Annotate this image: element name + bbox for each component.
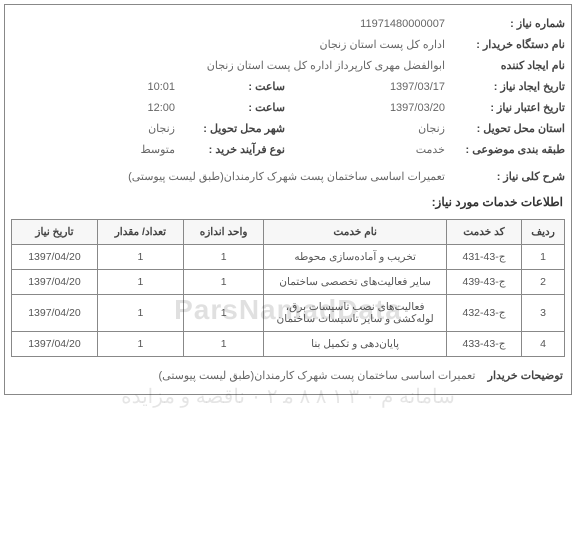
value-create-time: 10:01 <box>105 81 175 93</box>
row-req-no: شماره نیاز : 11971480000007 <box>11 13 565 34</box>
th-idx: ردیف <box>522 220 565 245</box>
th-date: تاریخ نیاز <box>12 220 98 245</box>
cell-qty: 1 <box>97 295 183 332</box>
th-qty: تعداد/ مقدار <box>97 220 183 245</box>
services-table: ردیف کد خدمت نام خدمت واحد اندازه تعداد/… <box>11 219 565 357</box>
cell-code: ج-43-439 <box>446 270 521 295</box>
value-buyer-notes: تعمیرات اساسی ساختمان پست شهرک کارمندان(… <box>158 370 475 382</box>
cell-date: 1397/04/20 <box>12 332 98 357</box>
value-buyer: اداره کل پست استان زنجان <box>11 38 445 51</box>
label-city: شهر محل تحویل : <box>175 122 285 135</box>
section-title-services: اطلاعات خدمات مورد نیاز: <box>11 187 565 219</box>
value-desc: تعمیرات اساسی ساختمان پست شهرک کارمندان(… <box>11 170 445 183</box>
cell-name: پایان‌دهی و تکمیل بنا <box>264 332 447 357</box>
cell-date: 1397/04/20 <box>12 295 98 332</box>
cell-idx: 4 <box>522 332 565 357</box>
table-row: 4ج-43-433پایان‌دهی و تکمیل بنا111397/04/… <box>12 332 565 357</box>
table-row: 3ج-43-432فعالیت‌های نصب تاسیسات برق، لول… <box>12 295 565 332</box>
cell-qty: 1 <box>97 332 183 357</box>
th-name: نام خدمت <box>264 220 447 245</box>
label-create-date: تاریخ ایجاد نیاز : <box>445 80 565 93</box>
row-desc: شرح کلی نیاز : تعمیرات اساسی ساختمان پست… <box>11 160 565 187</box>
cell-code: ج-43-433 <box>446 332 521 357</box>
cell-unit: 1 <box>183 332 264 357</box>
row-valid-date: تاریخ اعتبار نیاز : 1397/03/20 ساعت : 12… <box>11 97 565 118</box>
row-creator: نام ایجاد کننده ابوالفضل مهری کارپرداز ا… <box>11 55 565 76</box>
label-desc: شرح کلی نیاز : <box>445 170 565 183</box>
th-unit: واحد اندازه <box>183 220 264 245</box>
cell-name: تخریب و آماده‌سازی محوطه <box>264 245 447 270</box>
value-province: زنجان <box>285 122 445 135</box>
cell-idx: 2 <box>522 270 565 295</box>
table-header-row: ردیف کد خدمت نام خدمت واحد اندازه تعداد/… <box>12 220 565 245</box>
cell-code: ج-43-431 <box>446 245 521 270</box>
label-buyer: نام دستگاه خریدار : <box>445 38 565 51</box>
cell-unit: 1 <box>183 245 264 270</box>
cell-name: فعالیت‌های نصب تاسیسات برق، لوله‌کشی و س… <box>264 295 447 332</box>
value-creator: ابوالفضل مهری کارپرداز اداره کل پست استا… <box>11 59 445 72</box>
label-valid-date: تاریخ اعتبار نیاز : <box>445 101 565 114</box>
label-buyer-notes: توضیحات خریدار <box>488 370 563 382</box>
label-req-no: شماره نیاز : <box>445 17 565 30</box>
label-province: استان محل تحویل : <box>445 122 565 135</box>
row-subject: طبقه بندی موضوعی : خدمت نوع فرآیند خرید … <box>11 139 565 160</box>
value-subject: خدمت <box>285 143 445 156</box>
table-row: 2ج-43-439سایر فعالیت‌های تخصصی ساختمان11… <box>12 270 565 295</box>
cell-idx: 1 <box>522 245 565 270</box>
cell-name: سایر فعالیت‌های تخصصی ساختمان <box>264 270 447 295</box>
label-subject: طبقه بندی موضوعی : <box>445 143 565 156</box>
value-city: زنجان <box>105 122 175 135</box>
value-process: متوسط <box>105 143 175 156</box>
cell-code: ج-43-432 <box>446 295 521 332</box>
cell-unit: 1 <box>183 270 264 295</box>
cell-unit: 1 <box>183 295 264 332</box>
table-body: 1ج-43-431تخریب و آماده‌سازی محوطه111397/… <box>12 245 565 357</box>
th-code: کد خدمت <box>446 220 521 245</box>
cell-qty: 1 <box>97 270 183 295</box>
buyer-notes: توضیحات خریدار تعمیرات اساسی ساختمان پست… <box>11 357 565 386</box>
label-creator: نام ایجاد کننده <box>445 59 565 72</box>
document-container: شماره نیاز : 11971480000007 نام دستگاه خ… <box>4 4 572 395</box>
value-valid-date: 1397/03/20 <box>285 102 445 114</box>
cell-date: 1397/04/20 <box>12 270 98 295</box>
cell-qty: 1 <box>97 245 183 270</box>
cell-idx: 3 <box>522 295 565 332</box>
label-create-time: ساعت : <box>175 80 285 93</box>
row-buyer: نام دستگاه خریدار : اداره کل پست استان ز… <box>11 34 565 55</box>
label-valid-time: ساعت : <box>175 101 285 114</box>
row-create-date: تاریخ ایجاد نیاز : 1397/03/17 ساعت : 10:… <box>11 76 565 97</box>
value-create-date: 1397/03/17 <box>285 81 445 93</box>
row-province: استان محل تحویل : زنجان شهر محل تحویل : … <box>11 118 565 139</box>
label-process: نوع فرآیند خرید : <box>175 143 285 156</box>
value-req-no: 11971480000007 <box>11 18 445 30</box>
table-row: 1ج-43-431تخریب و آماده‌سازی محوطه111397/… <box>12 245 565 270</box>
value-valid-time: 12:00 <box>105 102 175 114</box>
cell-date: 1397/04/20 <box>12 245 98 270</box>
